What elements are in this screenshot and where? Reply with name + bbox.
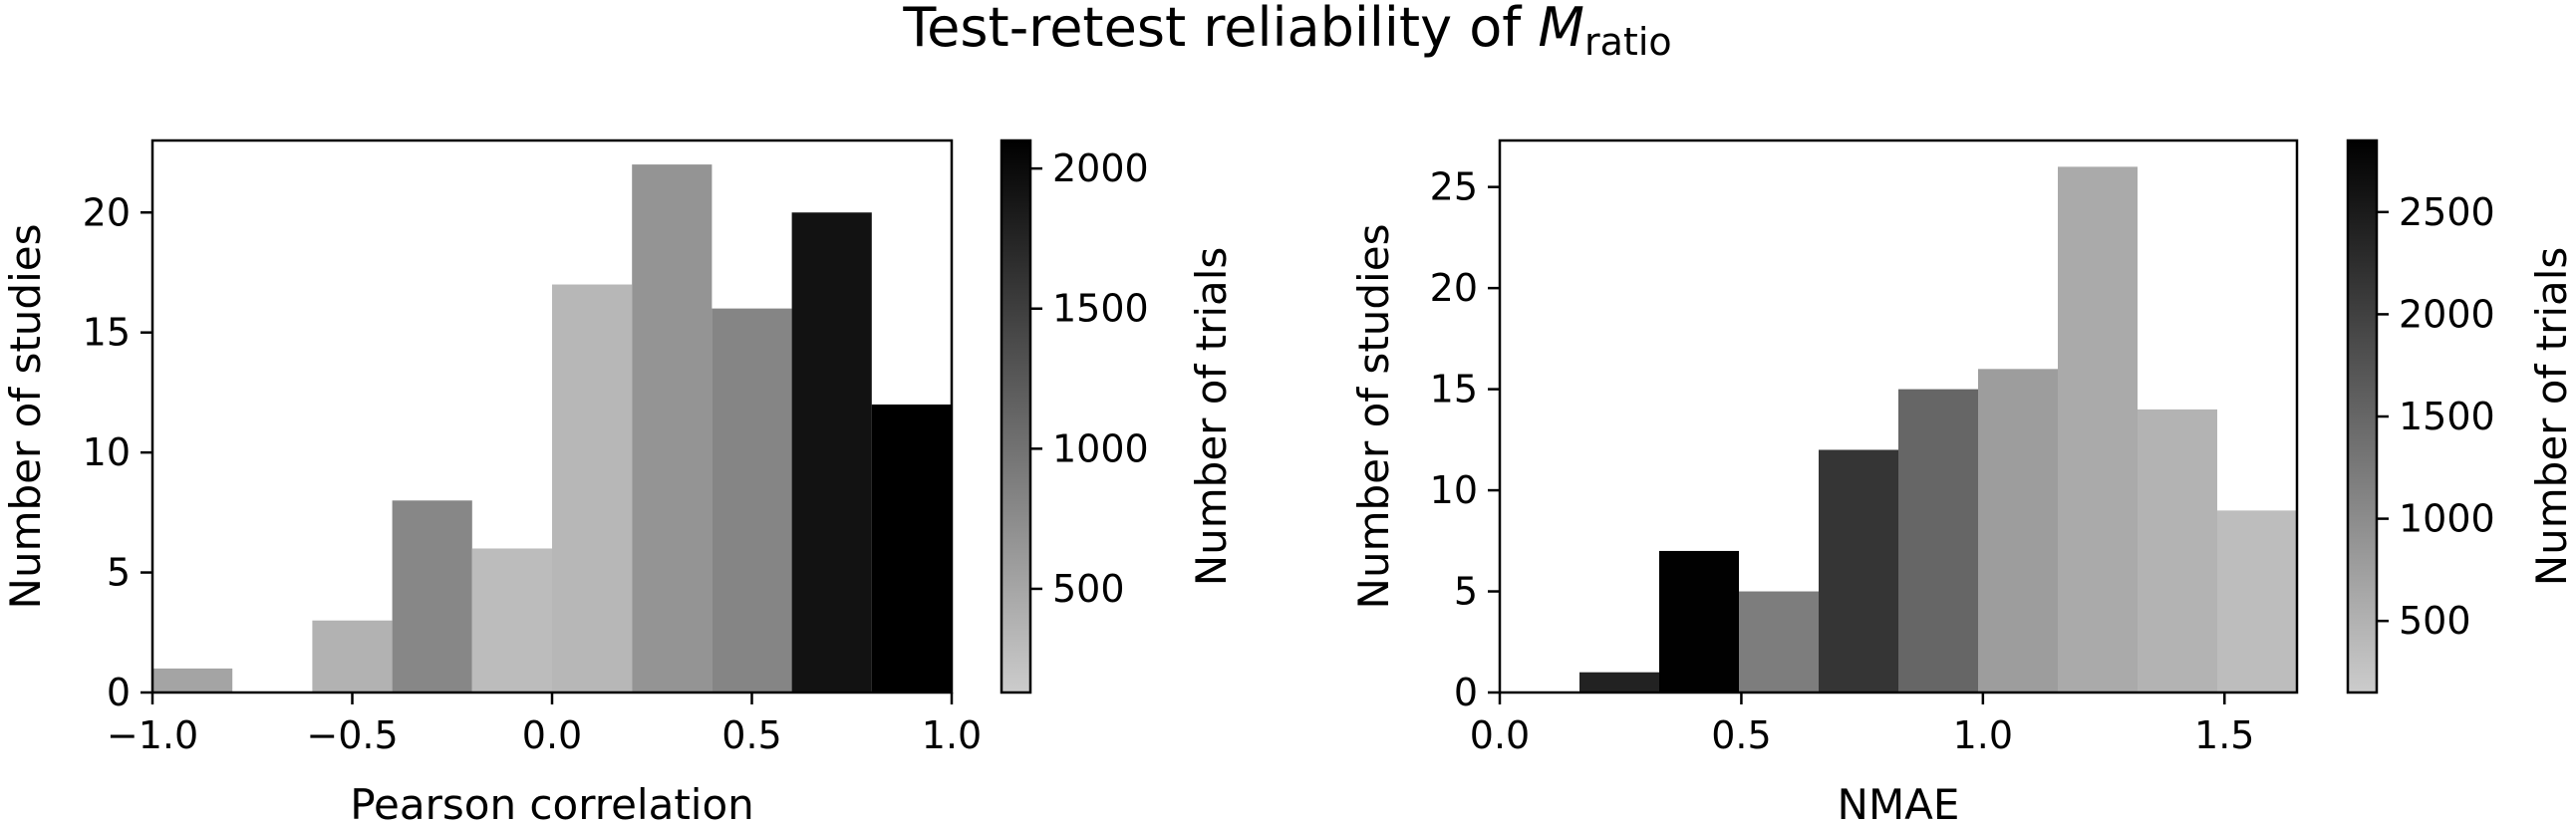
colorbar [1000,138,1032,694]
x-tick-label: −0.5 [306,713,398,757]
histogram-bar [2138,409,2217,692]
y-tick-label: 20 [83,190,131,234]
x-tick-label: −1.0 [107,713,198,757]
colorbar-tick-label: 2000 [1052,146,1149,190]
x-axis-label: NMAE [1838,780,1960,828]
x-tick-label: 0.0 [1470,713,1530,757]
y-tick-label: 5 [1454,570,1478,614]
histogram-bar [552,284,633,692]
y-tick-label: 10 [83,430,131,474]
title-subscript: ratio [1584,20,1672,64]
histogram-bar [871,404,952,692]
x-tick-label: 1.5 [2194,713,2254,757]
y-tick-label: 25 [1430,165,1478,209]
x-tick-label: 1.0 [922,713,982,757]
colorbar-tick-label: 1500 [2399,395,2495,438]
histogram-bar [1739,591,1819,692]
title-symbol: M [1538,0,1584,59]
y-tick-label: 20 [1430,266,1478,310]
y-tick-label: 0 [107,671,131,714]
y-tick-label: 15 [83,311,131,355]
colorbar-tick-label: 1500 [1052,287,1149,331]
colorbar-label: Number of trials [2527,247,2576,587]
histogram-panel-nmae: 0.0 0.5 1.0 1.5 0 5 10 15 20 25 NMAE Number of stud… [1349,138,2576,828]
histogram-bar [1579,672,1659,692]
histogram-bar [712,308,792,692]
histogram-bar [1819,449,1898,692]
histogram-bar [152,668,233,692]
colorbar-label: Number of trials [1187,247,1236,587]
histogram-bar [1659,550,1739,692]
y-axis-label: Number of studies [1349,224,1398,610]
colorbar [2346,138,2379,694]
colorbar-tick-label: 1000 [1052,426,1149,470]
histogram-bar [471,548,552,692]
histogram-bar [2058,166,2138,692]
colorbar-tick-label: 2000 [2399,292,2495,336]
histogram-bar [392,500,472,692]
y-tick-label: 0 [1454,671,1478,714]
y-tick-label: 15 [1430,368,1478,412]
histogram-bar [791,212,872,692]
colorbar-tick-label: 500 [1052,567,1125,611]
x-tick-label: 0.5 [1711,713,1771,757]
x-tick-label: 1.0 [1953,713,2013,757]
colorbar-tick-label: 500 [2399,599,2471,643]
histogram-bar [1898,389,1978,692]
histogram-bar [1978,369,2058,692]
axes-frame [1498,138,2299,694]
histogram-bar [632,164,713,692]
histogram-bar [2217,510,2297,692]
y-tick-label: 5 [107,551,131,595]
x-axis-label: Pearson correlation [350,780,754,828]
x-tick-label: 0.5 [721,713,781,757]
x-tick-label: 0.0 [522,713,582,757]
histogram-panel-pearson: −1.0 −0.5 0.0 0.5 1.0 0 5 10 15 20 Pearson correla… [1,138,1236,828]
histogram-bar [312,620,393,692]
y-axis-label: Number of studies [1,224,50,610]
figure-title: Test-retest reliability of Mratio [902,0,1671,64]
colorbar-tick-label: 2500 [2399,190,2495,234]
y-tick-label: 10 [1430,468,1478,512]
colorbar-tick-label: 1000 [2399,497,2495,541]
